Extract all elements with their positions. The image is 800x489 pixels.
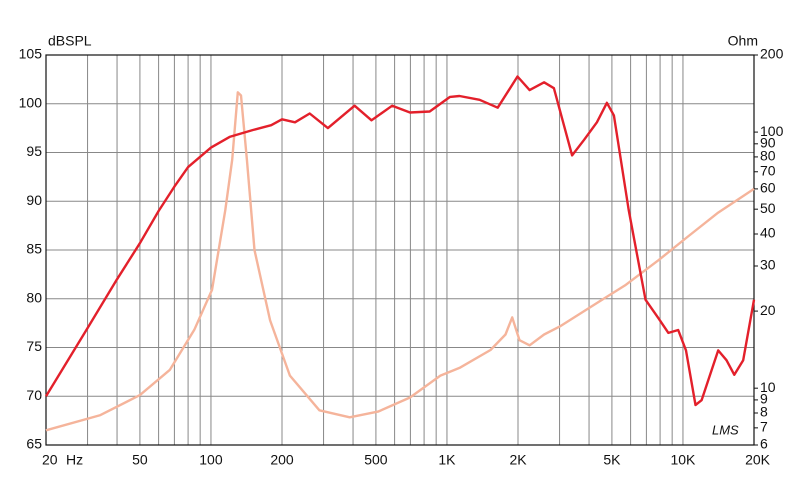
y2-tick-label: 70 [760,162,776,178]
x-tick-label: 5K [603,452,621,468]
y-tick-label: 65 [26,436,42,452]
y-tick-label: 75 [26,338,42,354]
x-unit-label: Hz [66,452,83,468]
y2-tick-label: 7 [760,419,768,435]
x-tick-label: 500 [364,452,388,468]
series-line [44,75,756,407]
y2-tick-label: 40 [760,225,776,241]
y2-axis-label: Ohm [728,33,758,49]
y2-tick-label: 90 [760,135,776,151]
y2-tick-label: 100 [760,123,784,139]
x-tick-label: 50 [132,452,148,468]
x-tick-label: 1K [438,452,456,468]
y2-tick-label: 200 [760,46,784,62]
x-tick-label: 200 [270,452,294,468]
y2-tick-label: 8 [760,404,768,420]
y-tick-label: 100 [19,94,43,110]
x-tick-label: 100 [199,452,223,468]
y-tick-label: 105 [19,46,43,62]
y2-tick-label: 30 [760,257,776,273]
y-tick-label: 95 [26,143,42,159]
x-tick-label: 10K [670,452,696,468]
series-line [45,91,755,432]
y-tick-label: 90 [26,192,42,208]
x-tick-label: 2K [509,452,527,468]
y2-tick-label: 60 [760,180,776,196]
x-tick-label: 20 [42,452,58,468]
y2-tick-label: 10 [760,379,776,395]
y2-tick-label: 50 [760,200,776,216]
plot-frame [45,54,755,446]
x-tick-label: 20K [745,452,771,468]
y2-tick-label: 20 [760,302,776,318]
y-tick-label: 70 [26,387,42,403]
y2-tick-label: 9 [760,391,768,407]
annotation: LMS [712,422,739,437]
y-tick-label: 85 [26,241,42,257]
y2-tick-label: 80 [760,148,776,164]
y-tick-label: 80 [26,289,42,305]
y2-tick-label: 6 [760,436,768,452]
y-axis-label: dBSPL [48,33,92,49]
